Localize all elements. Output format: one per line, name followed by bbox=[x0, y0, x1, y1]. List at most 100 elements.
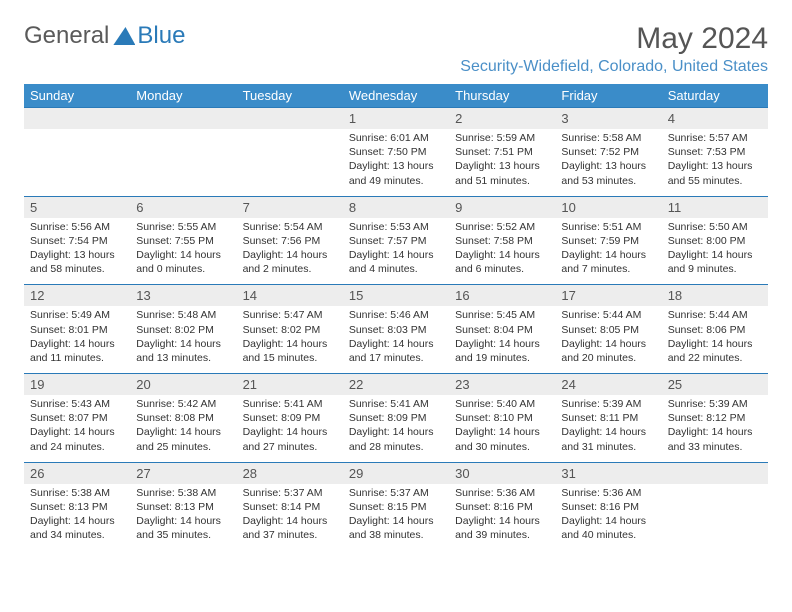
sunrise-text: Sunrise: 5:57 AM bbox=[668, 131, 762, 145]
week-date-row: 12131415161718 bbox=[24, 284, 768, 306]
sunrise-text: Sunrise: 5:39 AM bbox=[668, 397, 762, 411]
location-text: Security-Widefield, Colorado, United Sta… bbox=[460, 58, 768, 76]
day-detail bbox=[24, 129, 130, 196]
logo-text-blue: Blue bbox=[137, 22, 185, 50]
sunset-text: Sunset: 8:14 PM bbox=[243, 500, 337, 514]
date-number: 24 bbox=[555, 374, 661, 395]
sunrise-text: Sunrise: 5:51 AM bbox=[561, 220, 655, 234]
sunrise-text: Sunrise: 5:58 AM bbox=[561, 131, 655, 145]
logo: General Blue bbox=[24, 22, 185, 50]
sunset-text: Sunset: 8:09 PM bbox=[349, 411, 443, 425]
daylight-text: Daylight: 13 hours and 51 minutes. bbox=[455, 159, 549, 187]
week-detail-row: Sunrise: 5:56 AMSunset: 7:54 PMDaylight:… bbox=[24, 218, 768, 285]
sunrise-text: Sunrise: 5:42 AM bbox=[136, 397, 230, 411]
sunset-text: Sunset: 8:05 PM bbox=[561, 323, 655, 337]
daylight-text: Daylight: 14 hours and 6 minutes. bbox=[455, 248, 549, 276]
sunset-text: Sunset: 7:55 PM bbox=[136, 234, 230, 248]
daylight-text: Daylight: 14 hours and 4 minutes. bbox=[349, 248, 443, 276]
sunset-text: Sunset: 8:00 PM bbox=[668, 234, 762, 248]
sunset-text: Sunset: 7:59 PM bbox=[561, 234, 655, 248]
daylight-text: Daylight: 14 hours and 40 minutes. bbox=[561, 514, 655, 542]
daylight-text: Daylight: 14 hours and 31 minutes. bbox=[561, 425, 655, 453]
date-number: 30 bbox=[449, 463, 555, 484]
day-detail: Sunrise: 5:59 AMSunset: 7:51 PMDaylight:… bbox=[449, 129, 555, 196]
sunrise-text: Sunrise: 5:40 AM bbox=[455, 397, 549, 411]
date-number: 1 bbox=[343, 108, 449, 129]
sunrise-text: Sunrise: 5:43 AM bbox=[30, 397, 124, 411]
day-detail: Sunrise: 5:38 AMSunset: 8:13 PMDaylight:… bbox=[130, 484, 236, 551]
day-header-cell: Thursday bbox=[449, 84, 555, 107]
day-detail: Sunrise: 5:36 AMSunset: 8:16 PMDaylight:… bbox=[449, 484, 555, 551]
sunset-text: Sunset: 8:07 PM bbox=[30, 411, 124, 425]
week-date-row: 567891011 bbox=[24, 196, 768, 218]
sunrise-text: Sunrise: 5:44 AM bbox=[561, 308, 655, 322]
date-number: 16 bbox=[449, 285, 555, 306]
sunrise-text: Sunrise: 5:53 AM bbox=[349, 220, 443, 234]
date-number: 10 bbox=[555, 197, 661, 218]
week-detail-row: Sunrise: 5:49 AMSunset: 8:01 PMDaylight:… bbox=[24, 306, 768, 373]
sunrise-text: Sunrise: 5:56 AM bbox=[30, 220, 124, 234]
day-header-row: SundayMondayTuesdayWednesdayThursdayFrid… bbox=[24, 84, 768, 107]
date-number: 14 bbox=[237, 285, 343, 306]
date-number: 8 bbox=[343, 197, 449, 218]
day-header-cell: Saturday bbox=[662, 84, 768, 107]
daylight-text: Daylight: 14 hours and 28 minutes. bbox=[349, 425, 443, 453]
date-number bbox=[662, 463, 768, 484]
date-number: 6 bbox=[130, 197, 236, 218]
day-detail: Sunrise: 5:36 AMSunset: 8:16 PMDaylight:… bbox=[555, 484, 661, 551]
month-title: May 2024 bbox=[460, 22, 768, 56]
date-number: 13 bbox=[130, 285, 236, 306]
week-date-row: 19202122232425 bbox=[24, 373, 768, 395]
sunrise-text: Sunrise: 5:46 AM bbox=[349, 308, 443, 322]
daylight-text: Daylight: 14 hours and 7 minutes. bbox=[561, 248, 655, 276]
daylight-text: Daylight: 14 hours and 15 minutes. bbox=[243, 337, 337, 365]
week-date-row: 262728293031 bbox=[24, 462, 768, 484]
sunrise-text: Sunrise: 5:50 AM bbox=[668, 220, 762, 234]
sunset-text: Sunset: 7:50 PM bbox=[349, 145, 443, 159]
sunset-text: Sunset: 8:16 PM bbox=[455, 500, 549, 514]
date-number: 15 bbox=[343, 285, 449, 306]
day-detail: Sunrise: 5:49 AMSunset: 8:01 PMDaylight:… bbox=[24, 306, 130, 373]
calendar-body: 1234Sunrise: 6:01 AMSunset: 7:50 PMDayli… bbox=[24, 107, 768, 550]
sunrise-text: Sunrise: 5:37 AM bbox=[243, 486, 337, 500]
day-header-cell: Friday bbox=[555, 84, 661, 107]
day-header-cell: Wednesday bbox=[343, 84, 449, 107]
daylight-text: Daylight: 14 hours and 27 minutes. bbox=[243, 425, 337, 453]
date-number: 23 bbox=[449, 374, 555, 395]
date-number: 3 bbox=[555, 108, 661, 129]
day-detail: Sunrise: 5:41 AMSunset: 8:09 PMDaylight:… bbox=[237, 395, 343, 462]
daylight-text: Daylight: 14 hours and 38 minutes. bbox=[349, 514, 443, 542]
sunset-text: Sunset: 8:11 PM bbox=[561, 411, 655, 425]
day-detail bbox=[662, 484, 768, 551]
day-detail: Sunrise: 5:50 AMSunset: 8:00 PMDaylight:… bbox=[662, 218, 768, 285]
daylight-text: Daylight: 14 hours and 11 minutes. bbox=[30, 337, 124, 365]
daylight-text: Daylight: 14 hours and 17 minutes. bbox=[349, 337, 443, 365]
sunset-text: Sunset: 8:10 PM bbox=[455, 411, 549, 425]
date-number: 31 bbox=[555, 463, 661, 484]
day-detail: Sunrise: 5:43 AMSunset: 8:07 PMDaylight:… bbox=[24, 395, 130, 462]
date-number: 29 bbox=[343, 463, 449, 484]
daylight-text: Daylight: 13 hours and 58 minutes. bbox=[30, 248, 124, 276]
daylight-text: Daylight: 13 hours and 49 minutes. bbox=[349, 159, 443, 187]
daylight-text: Daylight: 13 hours and 55 minutes. bbox=[668, 159, 762, 187]
day-detail: Sunrise: 5:55 AMSunset: 7:55 PMDaylight:… bbox=[130, 218, 236, 285]
sunrise-text: Sunrise: 5:39 AM bbox=[561, 397, 655, 411]
daylight-text: Daylight: 14 hours and 39 minutes. bbox=[455, 514, 549, 542]
day-detail: Sunrise: 5:54 AMSunset: 7:56 PMDaylight:… bbox=[237, 218, 343, 285]
day-detail: Sunrise: 5:44 AMSunset: 8:05 PMDaylight:… bbox=[555, 306, 661, 373]
daylight-text: Daylight: 14 hours and 22 minutes. bbox=[668, 337, 762, 365]
date-number bbox=[24, 108, 130, 129]
sunrise-text: Sunrise: 5:47 AM bbox=[243, 308, 337, 322]
daylight-text: Daylight: 14 hours and 34 minutes. bbox=[30, 514, 124, 542]
day-detail bbox=[237, 129, 343, 196]
sunset-text: Sunset: 8:01 PM bbox=[30, 323, 124, 337]
day-detail: Sunrise: 5:57 AMSunset: 7:53 PMDaylight:… bbox=[662, 129, 768, 196]
sunset-text: Sunset: 8:04 PM bbox=[455, 323, 549, 337]
sunrise-text: Sunrise: 5:52 AM bbox=[455, 220, 549, 234]
header: General Blue May 2024 Security-Widefield… bbox=[24, 22, 768, 76]
logo-text-general: General bbox=[24, 22, 109, 50]
daylight-text: Daylight: 14 hours and 33 minutes. bbox=[668, 425, 762, 453]
sunset-text: Sunset: 8:08 PM bbox=[136, 411, 230, 425]
week-detail-row: Sunrise: 5:38 AMSunset: 8:13 PMDaylight:… bbox=[24, 484, 768, 551]
date-number: 2 bbox=[449, 108, 555, 129]
